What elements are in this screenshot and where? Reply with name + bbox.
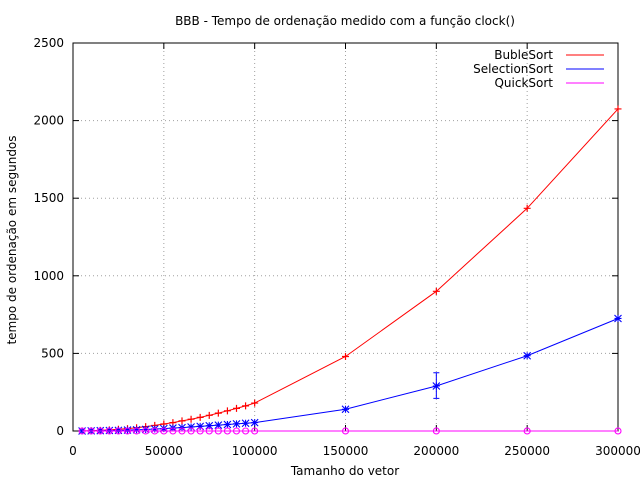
y-tick-label: 1500 [33,191,64,205]
data-point [342,353,349,361]
data-point [432,382,441,390]
data-point [214,421,223,429]
data-point [523,351,532,360]
series-quicksort [78,427,622,435]
data-point [196,413,204,421]
data-point [196,422,205,431]
data-point [614,314,622,323]
data-point [242,402,250,410]
data-point [160,427,168,435]
axes: 0 500 1000 1500 2000 2500 0 50000 100000 150000 20… [33,36,640,458]
data-point [187,415,195,423]
data-point [123,426,132,434]
data-point [196,427,204,435]
data-point [78,427,86,435]
data-point [96,427,104,435]
data-point [341,405,350,414]
y-tick-label: 2500 [33,36,64,50]
y-tick-label: 1000 [33,269,64,283]
data-point [123,427,132,435]
data-point [151,427,159,435]
x-tick-label: 0 [69,444,77,458]
legend-label: BubleSort [494,48,553,62]
x-tick-label: 100000 [232,444,278,458]
data-point [214,409,222,417]
x-tick-label: 300000 [595,444,640,458]
data-point [150,425,159,433]
data-point [432,287,440,295]
data-point [187,427,195,435]
data-point [223,420,232,429]
data-point [169,427,177,435]
series-selectionsort [78,314,622,435]
data-point [614,105,622,113]
data-point [114,427,122,435]
data-point [251,427,259,435]
data-point [250,418,259,427]
grid-lines [73,43,618,431]
data-point [233,404,240,412]
data-point [223,407,231,415]
data-point [205,427,213,435]
data-point [205,421,214,430]
data-point [178,427,186,435]
data-point [223,427,231,435]
plot-frame [72,42,619,432]
legend-label: QuickSort [494,76,553,90]
y-tick-label: 2000 [33,114,64,128]
data-point [87,427,95,435]
data-point [251,399,259,407]
y-axis-title: tempo de ordenação em segundos [5,135,19,344]
y-tick-label: 500 [41,346,64,360]
series-group [78,105,622,435]
data-point [159,424,168,433]
data-point [232,427,241,435]
data-point [214,427,222,435]
data-point [241,419,250,428]
chart-title: BBB - Tempo de ordenação medido com a fu… [175,14,515,28]
data-point [205,411,213,419]
y-tick-label: 0 [56,424,64,438]
data-point [242,427,250,435]
data-point [114,426,123,435]
legend-label: SelectionSort [473,62,553,76]
data-point [141,425,150,434]
x-tick-label: 200000 [413,444,459,458]
data-point [232,419,241,428]
series-line [82,318,619,432]
series-line [82,108,619,432]
data-point [523,427,531,435]
data-point [614,427,622,435]
data-point [105,427,113,435]
x-axis-title: Tamanho do vetor [290,464,399,478]
data-point [187,423,195,431]
x-tick-label: 250000 [504,444,550,458]
x-tick-label: 150000 [323,444,369,458]
data-point [133,427,141,435]
data-point [523,204,531,212]
data-point [341,427,350,435]
data-point [142,427,150,435]
data-point [132,425,141,434]
x-tick-label: 50000 [145,444,183,458]
data-point [178,417,186,425]
data-point [432,427,440,435]
series-bublesort [78,105,622,435]
